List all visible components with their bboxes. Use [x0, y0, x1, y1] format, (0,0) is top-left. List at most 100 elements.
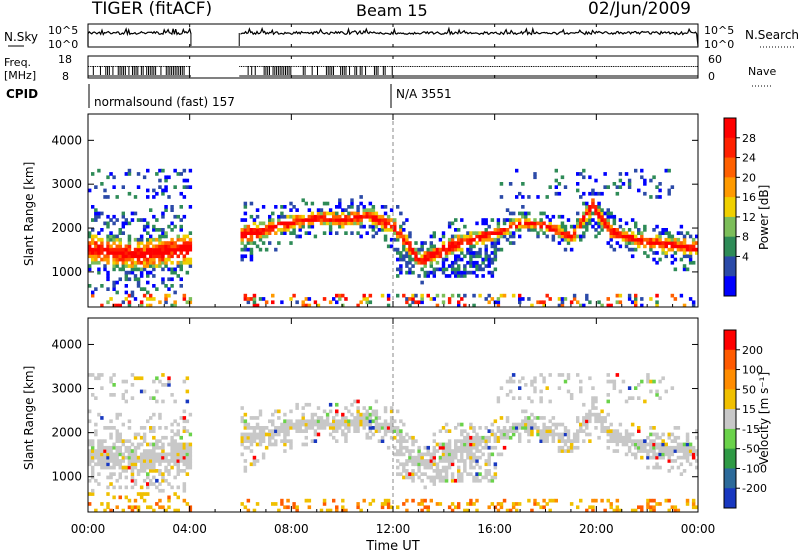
range-gate-cell [667, 247, 671, 252]
range-gate-cell [664, 442, 668, 447]
range-gate-cell [615, 241, 620, 245]
range-gate-cell [576, 505, 580, 510]
range-gate-cell [454, 442, 458, 447]
range-gate-cell [389, 406, 394, 410]
range-gate-cell [362, 416, 366, 420]
range-gate-cell [368, 293, 373, 298]
nave-dot [582, 66, 584, 67]
range-gate-cell [249, 257, 254, 262]
range-gate-cell [566, 241, 571, 245]
range-gate-cell [97, 442, 101, 447]
range-gate-cell [460, 449, 464, 453]
range-gate-cell [283, 435, 287, 440]
range-gate-cell [344, 231, 348, 235]
range-gate-cell [411, 449, 415, 453]
range-gate-cell [670, 452, 675, 457]
range-gate-cell [271, 228, 275, 232]
range-gate-cell [258, 429, 263, 433]
range-gate-cell [365, 231, 369, 235]
range-gate-cell [283, 432, 287, 437]
nave-dot [632, 66, 634, 67]
range-gate-cell [518, 432, 522, 437]
range-gate-cell [164, 297, 168, 301]
range-gate-cell [359, 419, 363, 424]
range-gate-cell [502, 435, 507, 440]
range-gate-cell [115, 416, 119, 420]
range-gate-cell [176, 472, 180, 476]
range-gate-cell [472, 264, 476, 268]
range-gate-cell [667, 231, 671, 235]
range-gate-cell [121, 393, 125, 397]
range-gate-cell [332, 221, 336, 226]
range-gate-cell [518, 439, 522, 443]
range-gate-cell [243, 211, 248, 216]
range-gate-cell [560, 175, 565, 180]
range-gate-cell [481, 439, 485, 443]
range-gate-cell [447, 237, 452, 242]
range-gate-cell [420, 300, 424, 305]
range-gate-cell [139, 247, 144, 252]
range-gate-cell [252, 455, 257, 460]
range-gate-cell [158, 469, 162, 473]
range-gate-cell [142, 465, 147, 470]
range-gate-cell [627, 185, 632, 189]
nave-dot [395, 66, 397, 67]
range-gate-cell [685, 244, 690, 249]
range-gate-cell [304, 442, 308, 447]
range-gate-cell [112, 303, 116, 308]
range-gate-cell [469, 426, 473, 430]
range-gate-cell [572, 228, 577, 232]
range-gate-cell [469, 422, 473, 427]
range-gate-cell [347, 221, 351, 226]
range-gate-cell [417, 257, 421, 262]
nave-dot [580, 66, 582, 67]
range-gate-cell [676, 508, 681, 513]
range-gate-cell [563, 439, 568, 443]
range-gate-cell [673, 459, 678, 463]
range-gate-cell [155, 478, 159, 483]
range-gate-cell [548, 224, 552, 229]
range-gate-cell [100, 237, 104, 242]
range-gate-cell [292, 422, 296, 427]
range-gate-cell [295, 214, 299, 219]
range-gate-cell [533, 389, 537, 394]
range-gate-cell [188, 260, 193, 265]
range-gate-cell [383, 228, 388, 232]
range-gate-cell [313, 429, 318, 433]
range-gate-cell [167, 254, 171, 259]
colorbar-tick-label: 4 [742, 250, 749, 263]
range-gate-cell [441, 449, 446, 453]
range-gate-cell [399, 257, 403, 262]
range-gate-cell [179, 435, 183, 440]
range-gate-cell [261, 228, 266, 232]
date-label: 02/Jun/2009 [588, 0, 691, 19]
range-gate-cell [466, 241, 470, 245]
nave-dot [322, 66, 324, 67]
range-gate-cell [609, 231, 613, 235]
range-gate-cell [508, 231, 513, 235]
range-gate-cell [274, 502, 278, 506]
range-gate-cell [557, 386, 562, 390]
range-gate-cell [149, 208, 153, 212]
range-gate-cell [469, 465, 473, 470]
range-gate-cell [505, 218, 510, 222]
range-gate-cell [417, 502, 421, 506]
range-gate-cell [640, 455, 644, 460]
x-tick-label: 20:00 [579, 522, 614, 536]
range-gate-cell [582, 214, 586, 219]
range-gate-cell [612, 379, 617, 384]
range-gate-cell [359, 214, 363, 219]
range-gate-cell [246, 297, 251, 301]
range-gate-cell [316, 214, 321, 219]
nave-dot [660, 66, 662, 67]
range-gate-cell [408, 254, 412, 259]
range-gate-cell [255, 214, 260, 219]
range-gate-cell [463, 459, 467, 463]
range-gate-cell [277, 214, 281, 219]
range-gate-cell [655, 465, 659, 470]
range-gate-cell [252, 300, 257, 305]
range-gate-cell [246, 439, 251, 443]
range-gate-cell [142, 251, 147, 255]
range-gate-cell [411, 459, 415, 463]
range-gate-cell [164, 284, 168, 288]
